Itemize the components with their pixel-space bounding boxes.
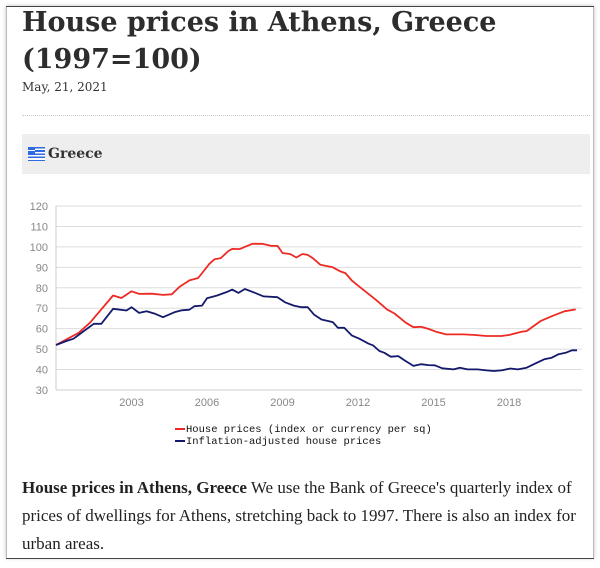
legend-swatch-navy	[175, 440, 185, 443]
page-title: House prices in Athens, Greece (1997=100…	[22, 7, 497, 75]
line-chart: 30 40 50 60 70 80 90 100 110 120 2003 2006 2009 2012 2…	[30, 201, 582, 409]
greece-flag-icon	[28, 147, 45, 161]
screenshot-frame	[6, 6, 594, 558]
y-tick-label: 50	[36, 344, 48, 356]
x-tick-label: 2018	[497, 397, 521, 409]
legend-item-inflation-adjusted: Inflation-adjusted house prices	[175, 436, 432, 448]
frame-bottom-border	[6, 558, 594, 559]
y-tick-label: 40	[36, 365, 48, 377]
legend-label: House prices (index or currency per sq)	[186, 424, 432, 436]
y-tick-label: 30	[36, 385, 48, 397]
y-tick-label: 110	[30, 221, 48, 233]
x-tick-label: 2006	[195, 397, 219, 409]
legend-swatch-red	[175, 428, 185, 431]
divider	[22, 115, 590, 116]
description: House prices in Athens, Greece We use th…	[22, 474, 582, 558]
y-tick-label: 80	[36, 283, 48, 295]
legend-label: Inflation-adjusted house prices	[186, 436, 382, 448]
chart-legend: House prices (index or currency per sq) …	[175, 424, 432, 448]
country-name: Greece	[48, 146, 103, 162]
y-tick-label: 100	[30, 242, 48, 254]
frame-top-border	[6, 6, 594, 7]
legend-item-house-prices: House prices (index or currency per sq)	[175, 424, 432, 436]
x-tick-label: 2015	[421, 397, 445, 409]
y-tick-label: 120	[30, 201, 48, 213]
y-tick-label: 60	[36, 324, 48, 336]
y-tick-label: 70	[36, 303, 48, 315]
description-bold: House prices in Athens, Greece	[22, 478, 247, 497]
y-tick-label: 90	[36, 262, 48, 274]
description-text: We use the Bank of Greece's quarterly in…	[22, 478, 576, 553]
series-line-house-prices	[55, 242, 576, 346]
x-tick-label: 2009	[270, 397, 294, 409]
x-tick-label: 2012	[346, 397, 370, 409]
publish-date: May, 21, 2021	[22, 80, 108, 94]
x-tick-label: 2003	[119, 397, 143, 409]
series-line-inflation-adjusted	[55, 288, 577, 372]
country-header: Greece	[22, 134, 590, 174]
